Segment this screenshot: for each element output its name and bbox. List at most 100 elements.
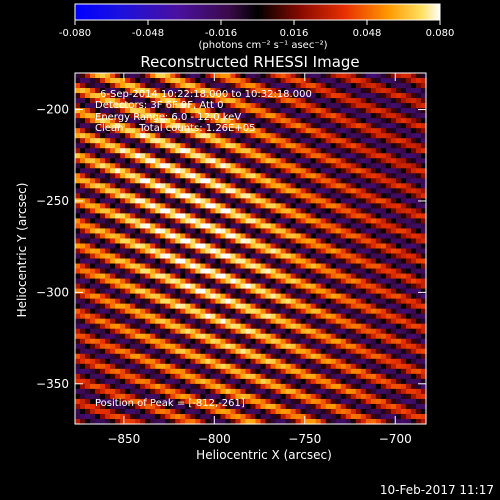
heatmap-cell	[145, 73, 151, 79]
heatmap-cell	[315, 398, 322, 405]
heatmap-cell	[135, 343, 141, 350]
heatmap-cell	[265, 143, 272, 149]
heatmap-cell	[195, 123, 201, 129]
heatmap-cell	[205, 143, 211, 149]
heatmap-cell	[135, 313, 141, 320]
heatmap-cell	[225, 88, 232, 94]
heatmap-cell	[210, 93, 216, 99]
heatmap-cell	[220, 193, 227, 199]
heatmap-cell	[330, 98, 337, 104]
heatmap-cell	[405, 263, 412, 270]
heatmap-cell	[320, 253, 327, 260]
heatmap-cell	[400, 383, 407, 390]
heatmap-cell	[385, 303, 392, 310]
heatmap-cell	[105, 288, 111, 295]
heatmap-cell	[90, 358, 96, 365]
heatmap-cell	[160, 388, 166, 395]
heatmap-cell	[280, 268, 287, 275]
heatmap-cell	[330, 88, 337, 94]
heatmap-cell	[315, 78, 322, 84]
heatmap-cell	[300, 168, 307, 174]
heatmap-cell	[325, 368, 332, 375]
heatmap-cell	[360, 393, 367, 400]
heatmap-cell	[400, 268, 407, 275]
heatmap-cell	[210, 318, 216, 325]
heatmap-cell	[305, 313, 312, 320]
heatmap-cell	[185, 193, 191, 199]
heatmap-cell	[200, 123, 206, 129]
heatmap-cell	[75, 408, 81, 415]
heatmap-cell	[315, 183, 322, 189]
heatmap-cell	[120, 228, 126, 235]
heatmap-cell	[210, 328, 216, 335]
heatmap-cell	[270, 198, 277, 204]
heatmap-cell	[240, 283, 247, 290]
heatmap-cell	[280, 223, 287, 230]
heatmap-cell	[395, 83, 402, 89]
heatmap-cell	[80, 378, 86, 385]
heatmap-cell	[260, 233, 267, 240]
heatmap-cell	[120, 103, 126, 109]
heatmap-cell	[220, 223, 227, 230]
heatmap-cell	[275, 233, 282, 240]
heatmap-cell	[310, 118, 317, 124]
heatmap-cell	[385, 128, 392, 134]
heatmap-cell	[345, 353, 352, 360]
heatmap-cell	[295, 88, 302, 94]
heatmap-cell	[150, 418, 156, 425]
heatmap-cell	[195, 268, 201, 275]
heatmap-cell	[285, 83, 292, 89]
heatmap-cell	[140, 213, 146, 220]
heatmap-cell	[255, 418, 262, 425]
heatmap-cell	[270, 378, 277, 385]
heatmap-cell	[140, 308, 146, 315]
heatmap-cell	[115, 128, 121, 134]
heatmap-cell	[415, 328, 422, 335]
heatmap-cell	[150, 283, 156, 290]
heatmap-cell	[135, 288, 141, 295]
heatmap-cell	[155, 413, 161, 420]
heatmap-cell	[380, 263, 387, 270]
heatmap-cell	[340, 118, 347, 124]
heatmap-cell	[100, 403, 106, 410]
heatmap-cell	[210, 228, 216, 235]
heatmap-cell	[80, 73, 86, 79]
heatmap-cell	[270, 358, 277, 365]
heatmap-cell	[380, 128, 387, 134]
heatmap-cell	[410, 98, 417, 104]
heatmap-cell	[270, 413, 277, 420]
heatmap-cell	[380, 383, 387, 390]
heatmap-cell	[105, 183, 111, 189]
heatmap-cell	[270, 328, 277, 335]
heatmap-cell	[200, 93, 206, 99]
heatmap-cell	[225, 158, 232, 164]
heatmap-cell	[240, 73, 247, 79]
heatmap-cell	[125, 373, 131, 380]
heatmap-cell	[320, 138, 327, 144]
heatmap-cell	[220, 148, 227, 154]
heatmap-cell	[160, 198, 166, 204]
heatmap-cell	[105, 278, 111, 285]
heatmap-cell	[110, 88, 116, 94]
heatmap-cell	[100, 103, 106, 109]
heatmap-cell	[175, 253, 181, 260]
heatmap-cell	[290, 193, 297, 199]
heatmap-cell	[330, 373, 337, 380]
heatmap-cell	[95, 258, 101, 265]
heatmap-cell	[125, 263, 131, 270]
heatmap-cell	[130, 373, 136, 380]
heatmap-cell	[340, 418, 347, 425]
heatmap-cell	[345, 398, 352, 405]
heatmap-cell	[300, 328, 307, 335]
heatmap-cell	[145, 128, 151, 134]
heatmap-cell	[200, 343, 206, 350]
heatmap-cell	[190, 128, 196, 134]
heatmap-cell	[405, 313, 412, 320]
heatmap-cell	[140, 223, 146, 230]
heatmap-cell	[185, 268, 191, 275]
heatmap-cell	[125, 338, 131, 345]
heatmap-cell	[160, 103, 166, 109]
heatmap-cell	[365, 313, 372, 320]
heatmap-cell	[130, 403, 136, 410]
heatmap-cell	[115, 418, 121, 425]
